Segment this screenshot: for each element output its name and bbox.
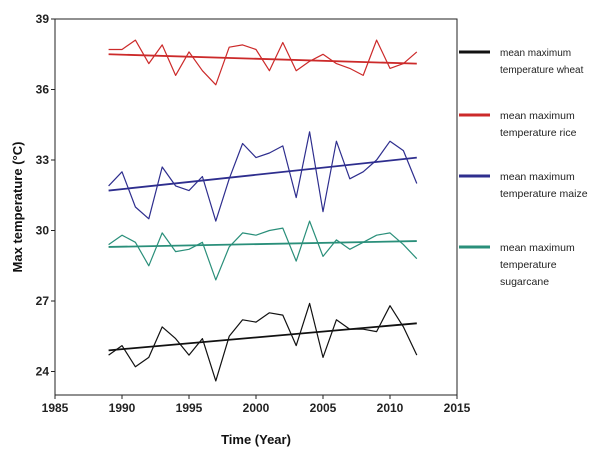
y-tick-label: 24 <box>36 365 50 379</box>
legend-label: sugarcane <box>500 276 549 288</box>
series-line-mean-maximum-temperature-rice <box>108 39 418 86</box>
plot-series <box>108 39 418 382</box>
y-tick-label: 39 <box>36 12 50 26</box>
y-axis: 24 27 30 33 36 39 <box>36 12 55 379</box>
legend-label: mean maximum <box>500 242 575 254</box>
x-tick-label: 1990 <box>109 401 136 415</box>
x-tick-label: 2015 <box>444 401 471 415</box>
legend-label: temperature rice <box>500 127 577 139</box>
y-axis-label: Max temperature (°C) <box>10 142 25 273</box>
x-tick-label: 2005 <box>310 401 337 415</box>
legend-item-mean-maximum-temperature-sugarcane: mean maximum temperature sugarcane <box>459 242 575 288</box>
legend-label: mean maximum <box>500 48 571 59</box>
x-axis-label: Time (Year) <box>221 432 291 447</box>
trend-line-mean-maximum-temperature-wheat <box>108 322 417 352</box>
legend-label: mean maximum <box>500 110 575 122</box>
series-line-mean-maximum-temperature-sugarcane <box>108 220 418 281</box>
trend-line-mean-maximum-temperature-sugarcane <box>108 240 417 248</box>
legend-label: temperature maize <box>500 188 588 200</box>
legend-item-mean-maximum-temperature-wheat: mean maximum temperature wheat <box>459 48 584 76</box>
trend-line-mean-maximum-temperature-rice <box>108 53 417 65</box>
x-tick-label: 2000 <box>243 401 270 415</box>
series-line-mean-maximum-temperature-wheat <box>108 302 418 382</box>
y-tick-label: 30 <box>36 224 50 238</box>
legend-label: temperature <box>500 259 557 271</box>
trend-line-mean-maximum-temperature-maize <box>108 156 417 192</box>
x-tick-label: 1995 <box>176 401 203 415</box>
legend-label: mean maximum <box>500 171 575 183</box>
x-tick-label: 2010 <box>377 401 404 415</box>
y-tick-label: 27 <box>36 294 50 308</box>
y-tick-label: 36 <box>36 83 50 97</box>
legend-item-mean-maximum-temperature-rice: mean maximum temperature rice <box>459 110 577 139</box>
x-axis: 1985 1990 1995 2000 2005 2010 2015 <box>42 395 471 415</box>
x-tick-label: 1985 <box>42 401 69 415</box>
legend-item-mean-maximum-temperature-maize: mean maximum temperature maize <box>459 171 588 200</box>
legend-label: temperature wheat <box>500 65 584 76</box>
series-line-mean-maximum-temperature-maize <box>108 131 418 222</box>
y-tick-label: 33 <box>36 153 50 167</box>
